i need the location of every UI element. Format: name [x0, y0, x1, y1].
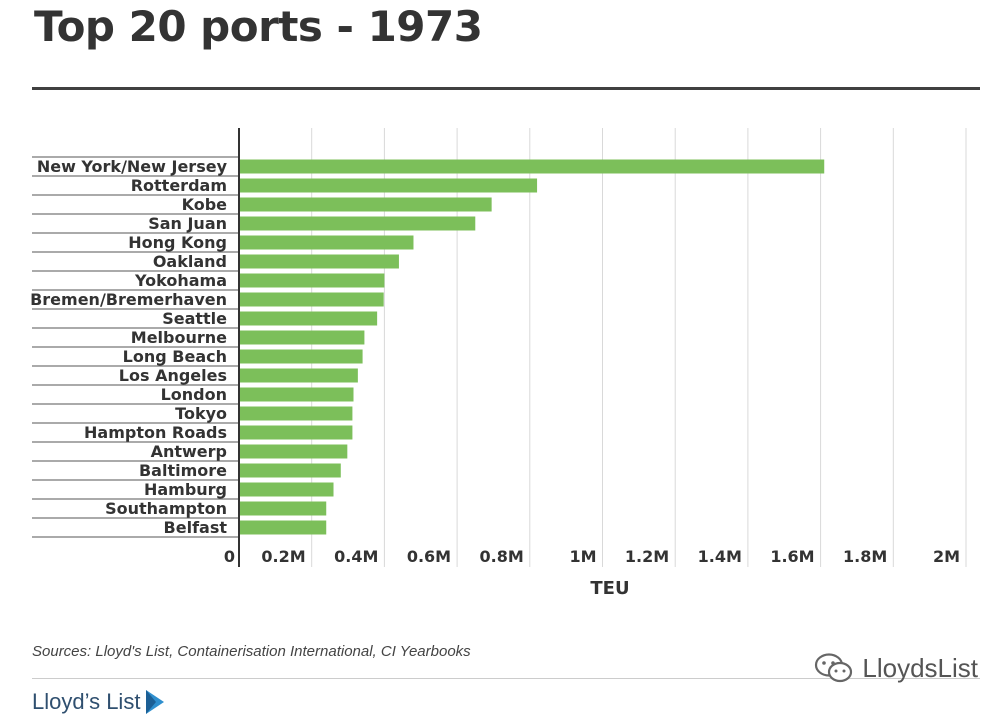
title-divider: [32, 87, 980, 90]
category-label: Antwerp: [151, 442, 227, 461]
category-label: London: [161, 385, 227, 404]
bar: [240, 311, 378, 326]
x-axis-label: TEU: [590, 578, 629, 599]
x-tick-label: 1.4M: [698, 547, 742, 566]
wechat-icon: [815, 653, 853, 683]
bar: [240, 349, 363, 364]
category-label: Belfast: [164, 518, 228, 537]
x-tick-label: 2M: [933, 547, 960, 566]
bar: [240, 254, 399, 269]
category-label: Yokohama: [134, 271, 227, 290]
bar: [240, 273, 385, 288]
bar: [240, 235, 414, 250]
category-label: Los Angeles: [119, 366, 227, 385]
bar: [240, 387, 354, 402]
category-label: Kobe: [182, 195, 228, 214]
bar: [240, 197, 492, 212]
bar: [240, 482, 334, 497]
bar: [240, 444, 348, 459]
chart-title: Top 20 ports - 1973: [34, 2, 483, 51]
bar: [240, 368, 358, 383]
logo-mark-icon: [146, 690, 165, 714]
bar: [240, 520, 327, 535]
x-tick-label: 1.2M: [625, 547, 669, 566]
gridlines: [311, 128, 967, 567]
bar: [240, 501, 327, 516]
bar: [240, 292, 384, 307]
footer-divider: [32, 678, 980, 679]
bars: [240, 159, 825, 535]
x-tick-label: 1.6M: [770, 547, 814, 566]
category-label: Melbourne: [131, 328, 227, 347]
bar: [240, 159, 825, 174]
bar: [240, 178, 538, 193]
category-label: Bremen/Bremerhaven: [30, 290, 227, 309]
bar: [240, 216, 476, 231]
x-tick-label: 1.8M: [843, 547, 887, 566]
bar: [240, 330, 365, 345]
category-label: Hong Kong: [128, 233, 227, 252]
x-tick-label: 0.4M: [334, 547, 378, 566]
category-label: Long Beach: [123, 347, 227, 366]
category-label: Tokyo: [175, 404, 227, 423]
bar: [240, 425, 353, 440]
x-tick-label: 0.2M: [261, 547, 305, 566]
x-tick-labels: 0 0.2M 0.4M 0.6M 0.8M 1M 1.2M 1.4M 1.6M 1.8M 2M: [224, 547, 960, 566]
watermark-text: LloydsList: [862, 652, 978, 683]
bar: [240, 406, 353, 421]
category-label: Oakland: [153, 252, 227, 271]
category-label: Southampton: [105, 499, 227, 518]
x-tick-label: 0.6M: [407, 547, 451, 566]
x-tick-label: 1M: [569, 547, 596, 566]
x-tick-label: 0.8M: [480, 547, 524, 566]
lloyds-list-logo: Lloyd’s List: [32, 688, 166, 716]
bar: [240, 463, 341, 478]
category-label: Baltimore: [139, 461, 227, 480]
category-label: Seattle: [162, 309, 227, 328]
row-separators: [32, 156, 239, 538]
x-tick-label: 0: [224, 547, 235, 566]
logo-text: Lloyd’s List: [32, 689, 141, 714]
wechat-watermark: LloydsList: [814, 652, 978, 684]
category-label: San Juan: [148, 214, 227, 233]
category-label: Hampton Roads: [84, 423, 227, 442]
source-note: Sources: Lloyd's List, Containerisation …: [32, 643, 471, 660]
category-label: Hamburg: [144, 480, 227, 499]
category-label: New York/New Jersey: [37, 157, 228, 176]
category-label: Rotterdam: [131, 176, 227, 195]
